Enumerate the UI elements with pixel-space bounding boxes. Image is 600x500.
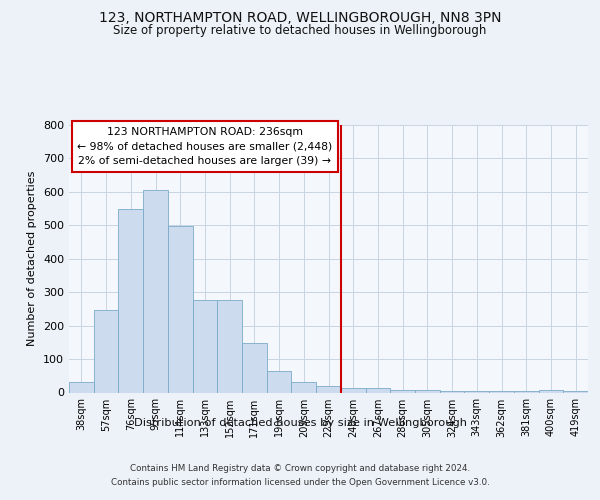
Bar — [539, 390, 563, 392]
Bar — [94, 310, 118, 392]
Bar — [242, 344, 267, 392]
Bar — [390, 390, 415, 392]
Bar — [365, 388, 390, 392]
Text: Contains public sector information licensed under the Open Government Licence v3: Contains public sector information licen… — [110, 478, 490, 487]
Bar — [217, 300, 242, 392]
Bar — [267, 371, 292, 392]
Bar — [118, 208, 143, 392]
Bar — [415, 390, 440, 392]
Bar — [440, 391, 464, 392]
Text: 123, NORTHAMPTON ROAD, WELLINGBOROUGH, NN8 3PN: 123, NORTHAMPTON ROAD, WELLINGBOROUGH, N… — [99, 11, 501, 25]
Bar — [292, 382, 316, 392]
Bar — [143, 190, 168, 392]
Text: 123 NORTHAMPTON ROAD: 236sqm
← 98% of detached houses are smaller (2,448)
2% of : 123 NORTHAMPTON ROAD: 236sqm ← 98% of de… — [77, 126, 332, 166]
Bar — [193, 300, 217, 392]
Y-axis label: Number of detached properties: Number of detached properties — [28, 171, 37, 346]
Bar — [316, 386, 341, 392]
Bar — [514, 391, 539, 392]
Bar — [489, 391, 514, 392]
Text: Distribution of detached houses by size in Wellingborough: Distribution of detached houses by size … — [133, 418, 467, 428]
Bar — [341, 388, 365, 392]
Bar — [563, 391, 588, 392]
Bar — [69, 382, 94, 392]
Bar — [168, 226, 193, 392]
Bar — [464, 391, 489, 392]
Text: Size of property relative to detached houses in Wellingborough: Size of property relative to detached ho… — [113, 24, 487, 37]
Text: Contains HM Land Registry data © Crown copyright and database right 2024.: Contains HM Land Registry data © Crown c… — [130, 464, 470, 473]
